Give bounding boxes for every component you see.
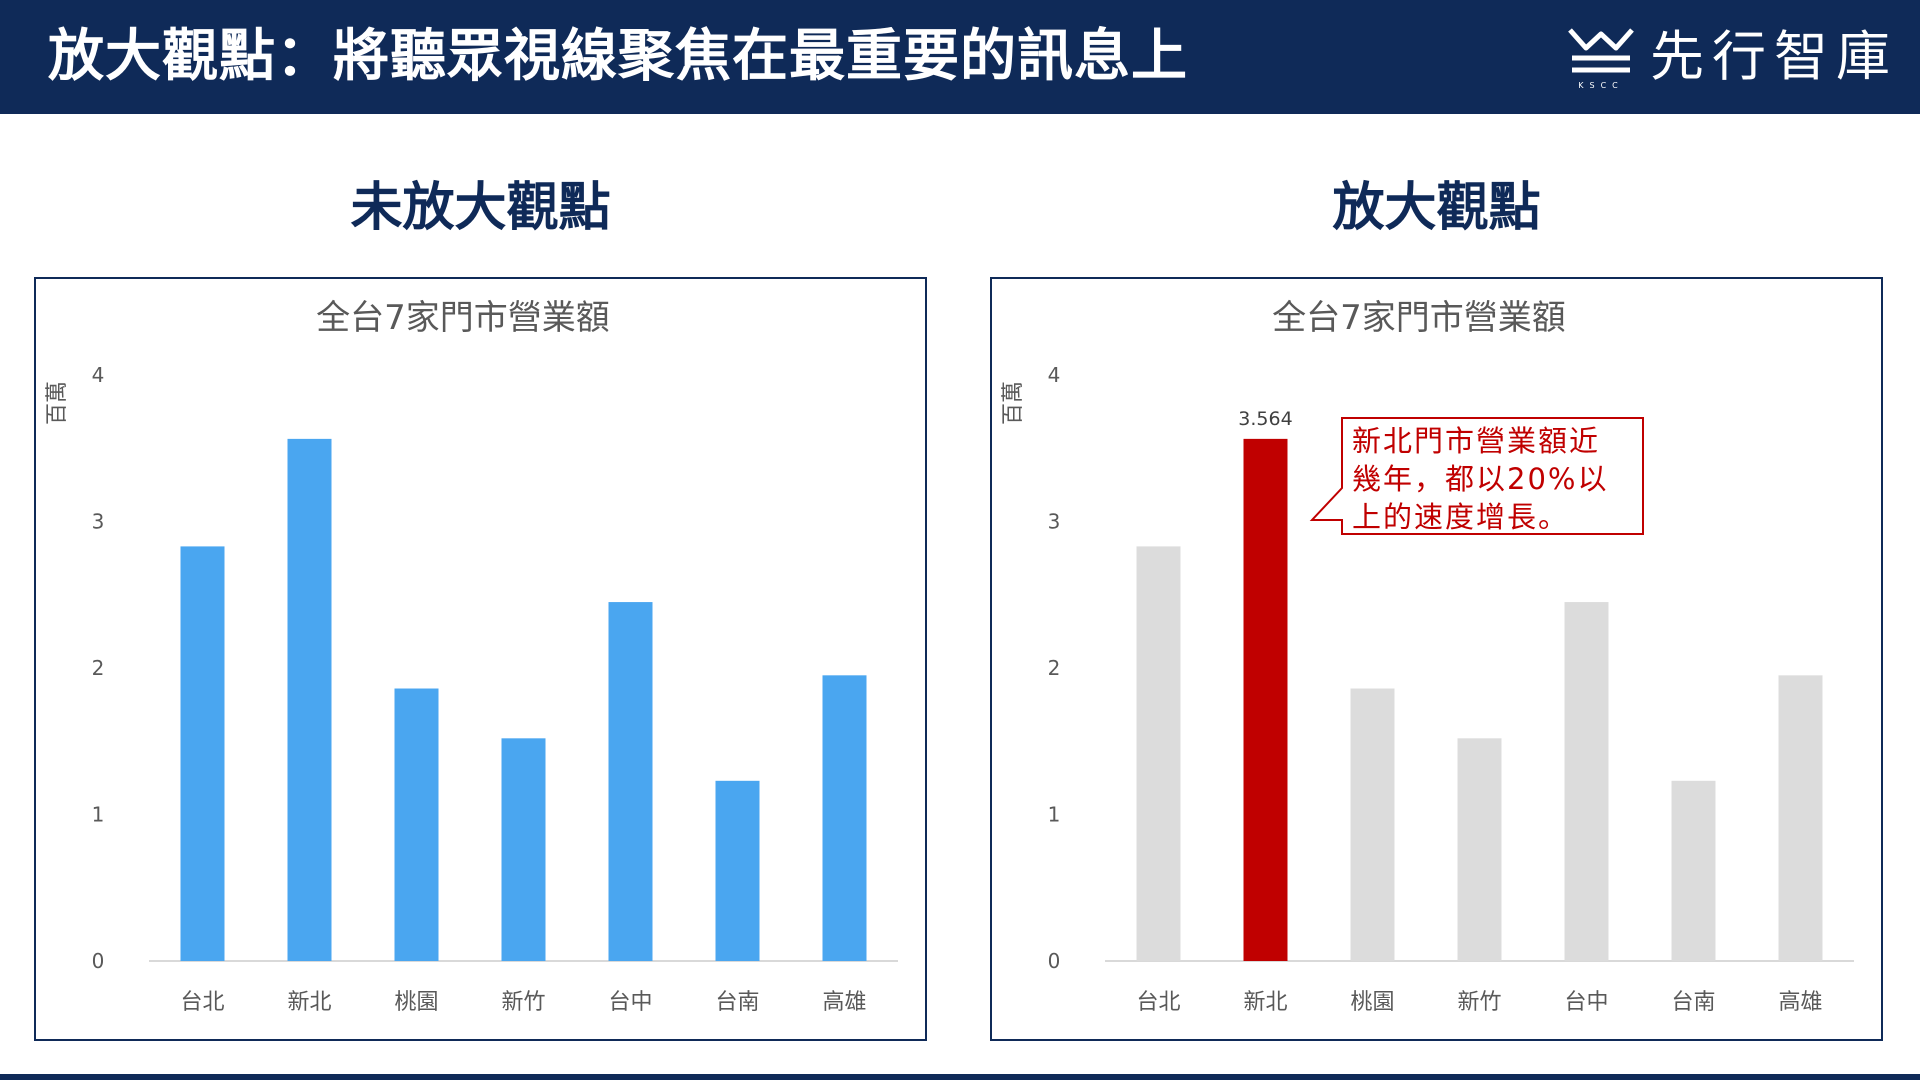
y-tick-label: 4 bbox=[1048, 363, 1061, 387]
right-chart-panel: 全台7家門市營業額百萬 0 1 2 3 4 台北 新北 3.564 桃園 新竹 台中 台南 高雄 新北門市營… bbox=[990, 277, 1883, 1041]
x-tick-label: 新北 bbox=[287, 990, 331, 1015]
header-bar: 放大觀點：將聽眾視線聚焦在最重要的訊息上 KSCC 先行智庫 bbox=[0, 0, 1920, 114]
bar-台中 bbox=[608, 602, 653, 961]
chart-title: 全台7家門市營業額 bbox=[1272, 298, 1566, 338]
y-tick-label: 2 bbox=[92, 656, 105, 680]
bar-桃園 bbox=[1350, 688, 1395, 961]
bar-台北 bbox=[1136, 546, 1181, 961]
brand-logo: KSCC 先行智庫 bbox=[1566, 22, 1898, 92]
callout-text: 新北門市營業額近 bbox=[1352, 424, 1600, 458]
x-tick-label: 高雄 bbox=[822, 990, 866, 1015]
x-tick-label: 新竹 bbox=[1457, 990, 1501, 1015]
x-tick-label: 新竹 bbox=[501, 990, 545, 1015]
bar-高雄 bbox=[822, 675, 867, 961]
y-tick-label: 3 bbox=[92, 510, 105, 534]
y-tick-label: 0 bbox=[92, 949, 105, 973]
logo-subtext: KSCC bbox=[1578, 81, 1624, 90]
x-tick-label: 高雄 bbox=[1778, 990, 1822, 1015]
bar-台南 bbox=[1671, 780, 1716, 961]
data-label: 3.564 bbox=[1238, 408, 1292, 430]
y-tick-label: 4 bbox=[92, 363, 105, 387]
x-tick-label: 桃園 bbox=[394, 990, 438, 1015]
bar-桃園 bbox=[394, 688, 439, 961]
page-title: 放大觀點：將聽眾視線聚焦在最重要的訊息上 bbox=[48, 24, 1188, 89]
x-tick-label: 台中 bbox=[608, 990, 652, 1015]
callout-text: 幾年，都以20%以 bbox=[1352, 462, 1608, 496]
bar-新竹 bbox=[501, 738, 546, 961]
y-tick-label: 0 bbox=[1048, 949, 1061, 973]
bar-台南 bbox=[715, 780, 760, 961]
logo-mark-icon: KSCC bbox=[1566, 24, 1636, 90]
left-panel-title: 未放大觀點 bbox=[350, 178, 611, 238]
x-tick-label: 新北 bbox=[1243, 990, 1287, 1015]
x-tick-label: 台中 bbox=[1564, 990, 1608, 1015]
left-chart-panel: 全台7家門市營業額百萬 0 1 2 3 4 台北 新北 桃園 新竹 台中 台南 高雄 bbox=[34, 277, 927, 1041]
bar-高雄 bbox=[1778, 675, 1823, 961]
callout-box bbox=[1309, 417, 1644, 535]
x-tick-label: 桃園 bbox=[1350, 990, 1394, 1015]
bar-台中 bbox=[1564, 602, 1609, 961]
y-axis-label: 百萬 bbox=[45, 381, 70, 425]
bar-新北 bbox=[287, 438, 332, 961]
y-tick-label: 1 bbox=[1048, 803, 1061, 827]
x-tick-label: 台南 bbox=[715, 990, 759, 1015]
bottom-bar bbox=[0, 1074, 1920, 1080]
y-tick-label: 3 bbox=[1048, 510, 1061, 534]
callout-text: 上的速度增長。 bbox=[1352, 500, 1569, 534]
x-tick-label: 台北 bbox=[180, 990, 224, 1015]
x-tick-label: 台南 bbox=[1671, 990, 1715, 1015]
y-axis-label: 百萬 bbox=[1001, 381, 1026, 425]
bar-新竹 bbox=[1457, 738, 1502, 961]
logo-text: 先行智庫 bbox=[1650, 25, 1898, 88]
bar-台北 bbox=[180, 546, 225, 961]
x-tick-label: 台北 bbox=[1136, 990, 1180, 1015]
y-tick-label: 1 bbox=[92, 803, 105, 827]
bar-新北 bbox=[1243, 438, 1288, 961]
y-tick-label: 2 bbox=[1048, 656, 1061, 680]
chart-title: 全台7家門市營業額 bbox=[316, 298, 610, 338]
right-panel-title: 放大觀點 bbox=[1332, 178, 1541, 238]
